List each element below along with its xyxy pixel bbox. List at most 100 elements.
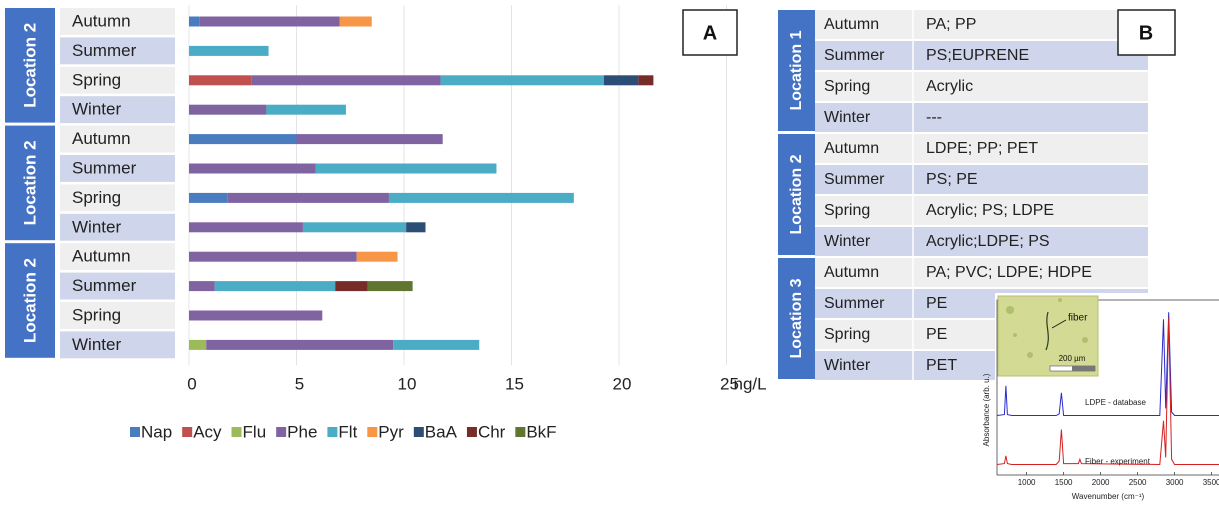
category-cell — [60, 8, 175, 35]
category-label: Winter — [72, 217, 121, 236]
spectrum-line — [996, 317, 1219, 466]
bar-segment — [189, 104, 267, 115]
table-cell: Acrylic;LDPE; PS — [926, 233, 1050, 250]
bar-segment — [189, 339, 207, 350]
bar-segment — [406, 222, 426, 233]
micrograph-speck — [1027, 352, 1033, 358]
table-row — [815, 72, 1148, 101]
bar-segment — [189, 310, 323, 321]
series-label: LDPE - database — [1085, 398, 1146, 407]
table-cell: Summer — [824, 171, 885, 188]
annotation: fiber — [1068, 313, 1088, 324]
group-label: Location 1 — [788, 30, 805, 110]
bar-segment — [638, 75, 654, 86]
legend-label: Acy — [193, 422, 222, 441]
bar-segment — [189, 45, 269, 56]
y-axis-label: Absorbance (arb. u.) — [982, 373, 991, 446]
table-row — [815, 134, 1148, 163]
legend-swatch — [182, 427, 193, 437]
annotation-arrow — [1051, 319, 1067, 329]
group-box — [778, 258, 815, 379]
bar-segment — [315, 163, 497, 174]
bar-segment — [356, 251, 398, 262]
group-label: Location 3 — [788, 278, 805, 358]
series-label: Fiber - experiment — [1085, 457, 1151, 466]
group-box — [778, 10, 815, 131]
bar-segment — [206, 339, 394, 350]
bar-segment — [199, 16, 340, 27]
group-label: Location 2 — [20, 23, 39, 108]
table-cell: LDPE; PP; PET — [926, 140, 1038, 157]
table-cell: Acrylic; PS; LDPE — [926, 202, 1054, 219]
category-label: Autumn — [72, 129, 131, 148]
panel-label: B — [1139, 22, 1153, 44]
table-cell: Winter — [824, 109, 871, 126]
legend-label: Chr — [478, 422, 506, 441]
category-label: Autumn — [72, 247, 131, 266]
table-cell: Autumn — [824, 264, 879, 281]
bar-segment — [388, 192, 574, 203]
x-tick-label: 20 — [613, 374, 632, 393]
group-label: Location 2 — [20, 140, 39, 225]
table-cell: PET — [926, 357, 957, 374]
category-cell — [60, 66, 175, 94]
bar-segment — [189, 16, 200, 27]
bar-segment — [440, 75, 604, 86]
legend-label: Nap — [141, 422, 172, 441]
table-row — [815, 227, 1148, 256]
micrograph-speck — [1058, 298, 1062, 302]
bar-segment — [189, 192, 228, 203]
micrograph-speck — [1013, 333, 1017, 337]
table-cell: Spring — [824, 78, 870, 95]
table-cell: PS;EUPRENE — [926, 47, 1029, 64]
legend-label: Phe — [287, 422, 317, 441]
bar-segment — [603, 75, 639, 86]
legend-swatch — [515, 427, 526, 437]
table-row — [815, 103, 1148, 132]
bar-segment — [189, 163, 316, 174]
legend-swatch — [130, 427, 140, 437]
x-tick-label: 2500 — [1129, 478, 1147, 487]
category-label: Spring — [72, 70, 121, 89]
category-cell — [60, 243, 175, 271]
table-row — [815, 196, 1148, 225]
category-label: Spring — [72, 305, 121, 324]
category-label: Summer — [72, 276, 137, 295]
x-tick-label: 1500 — [1055, 478, 1073, 487]
category-cell — [60, 331, 175, 359]
group-label: Location 2 — [788, 154, 805, 234]
category-label: Summer — [72, 41, 137, 60]
spectrum-line — [996, 312, 1219, 416]
panel-label: A — [703, 22, 717, 44]
bar-segment — [339, 16, 372, 27]
category-cell — [60, 96, 175, 124]
table-row — [815, 10, 1148, 39]
group-box — [5, 8, 55, 123]
category-label: Autumn — [72, 11, 131, 30]
bar-segment — [393, 339, 480, 350]
table-cell: Winter — [824, 357, 871, 374]
panel-box — [1117, 9, 1176, 56]
table-cell: Acrylic — [926, 78, 973, 95]
bar-segment — [214, 281, 336, 292]
bar-segment — [189, 281, 215, 292]
legend-swatch — [413, 427, 424, 437]
legend-label: BaA — [425, 422, 458, 441]
category-cell — [60, 213, 175, 241]
group-label: Location 2 — [20, 258, 39, 343]
x-axis-label: Wavenumber (cm⁻¹) — [1072, 492, 1145, 501]
x-tick-label: 3500 — [1203, 478, 1219, 487]
category-cell — [60, 272, 175, 300]
category-cell — [60, 184, 175, 212]
category-cell — [60, 302, 175, 329]
table-cell: Winter — [824, 233, 871, 250]
bar-segment — [302, 222, 407, 233]
table-row — [815, 165, 1148, 194]
bar-segment — [296, 134, 443, 145]
category-label: Winter — [72, 100, 121, 119]
legend-swatch — [466, 427, 477, 437]
table-cell: PE — [926, 295, 947, 312]
group-box — [5, 243, 55, 358]
